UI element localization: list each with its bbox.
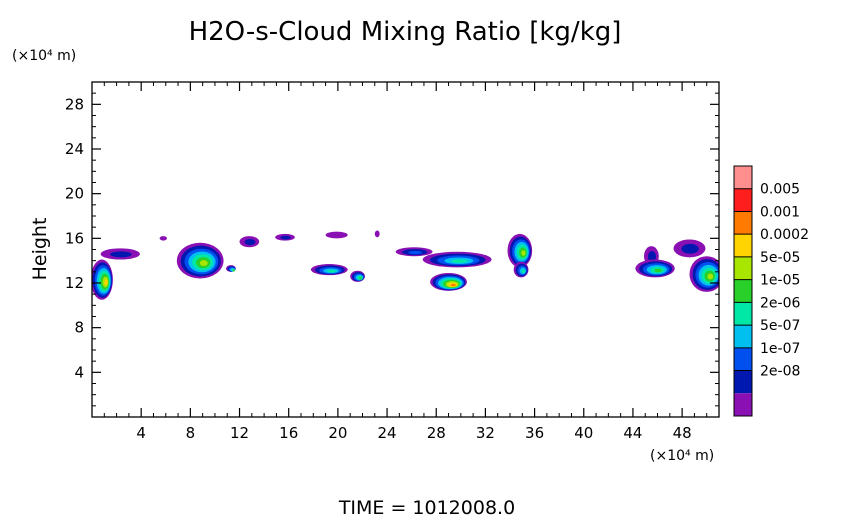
x-tick-label-20: 20 [328,424,347,442]
colorbar-swatch-4 [734,256,752,280]
cloud-12 [395,247,433,257]
cloud-7 [275,233,295,241]
cloud-12-level-8 [408,250,423,255]
cloud-11 [374,230,380,238]
x-tick-label-4: 4 [136,424,146,442]
y-axis-label: Height [29,218,51,281]
cloud-field [92,230,719,300]
cloud-5 [226,265,236,272]
cloud-11-level-10 [374,230,380,238]
colorbar-label-7: 1e-07 [760,341,800,357]
x-tick-label-48: 48 [673,424,692,442]
x-tick-label-40: 40 [574,424,593,442]
y-tick-label-20: 20 [65,185,84,203]
colorbar: 0.005 0.001 0.0002 5e-05 1e-05 2e-06 5e-07 1e-0… [733,165,809,417]
y-unit-label: (×10⁴ m) [12,48,76,64]
cloud-1 [92,259,113,300]
cloud-20-level-4 [707,273,714,280]
cloud-8 [325,231,348,239]
x-tick-label-24: 24 [378,424,397,442]
plot-frame [91,81,720,418]
y-tick-label-16: 16 [65,229,84,247]
cloud-14-level-2 [450,283,456,287]
colorbar-swatch-5 [734,279,752,303]
cloud-3 [159,236,167,241]
colorbar-frame [733,165,753,417]
colorbar-swatch-3 [734,234,752,257]
cloud-4-level-4 [199,260,208,267]
colorbar-swatch-7 [734,325,752,348]
cloud-16 [513,261,529,278]
colorbar-label-4: 1e-05 [760,273,800,289]
cloud-8-level-10 [325,231,348,239]
x-tick-label-12: 12 [230,424,249,442]
colorbar-label-1: 0.001 [760,204,800,220]
colorbar-swatch-8 [734,347,752,371]
cloud-7-level-9 [280,235,291,240]
colorbar-label-0: 0.005 [760,182,800,198]
cloud-15-level-4 [521,250,526,256]
cloud-18 [635,259,675,278]
cloud-5-level-5 [232,269,235,272]
x-tick-label-16: 16 [279,424,298,442]
cloud-18-level-5 [654,268,662,273]
x-tick-label-28: 28 [427,424,446,442]
colorbar-swatch-0 [734,166,752,189]
cloud-4 [176,242,224,279]
cloud-10-level-5 [359,277,362,280]
colorbar-label-5: 2e-06 [760,295,800,311]
cloud-1-level-3 [104,279,108,286]
cloud-10 [350,270,365,282]
colorbar-swatch-9 [734,370,752,394]
colorbar-swatch-6 [734,302,752,326]
colorbar-label-6: 5e-07 [760,318,800,334]
cloud-16-level-6 [521,269,526,274]
x-tick-label-32: 32 [476,424,495,442]
cloud-14 [430,272,467,291]
x-unit-label: (×10⁴ m) [650,448,714,464]
colorbar-swatch-10 [734,393,752,416]
cloud-15 [507,233,533,268]
cloud-2 [100,248,140,260]
cloud-6 [239,236,260,248]
cloud-13-level-6 [451,259,468,263]
time-label: TIME = 1012008.0 [338,497,515,519]
colorbar-label-3: 5e-05 [760,250,800,266]
x-tick-label-36: 36 [525,424,544,442]
cloud-2-level-9 [110,251,132,258]
y-tick-label-12: 12 [65,274,84,292]
y-tick-label-8: 8 [74,319,84,337]
cloud-19-level-9 [681,243,699,254]
x-tick-label-8: 8 [186,424,196,442]
colorbar-swatch-1 [734,188,752,212]
y-tick-label-28: 28 [65,95,84,113]
cloud-3-level-10 [159,236,167,241]
colorbar-label-2: 0.0002 [760,227,809,243]
cloud-6-level-9 [244,239,256,246]
y-tick-label-4: 4 [74,363,84,381]
cloud-19 [673,239,706,258]
colorbar-swatch-2 [734,211,752,235]
colorbar-label-8: 2e-08 [760,364,800,380]
cloud-13 [422,251,492,268]
x-tick-label-44: 44 [623,424,642,442]
cloud-9 [310,264,348,276]
cloud-17-level-9 [647,251,657,263]
chart-title: H2O-s-Cloud Mixing Ratio [kg/kg] [189,17,622,47]
y-tick-label-24: 24 [65,140,84,158]
cloud-9-level-6 [327,269,336,273]
